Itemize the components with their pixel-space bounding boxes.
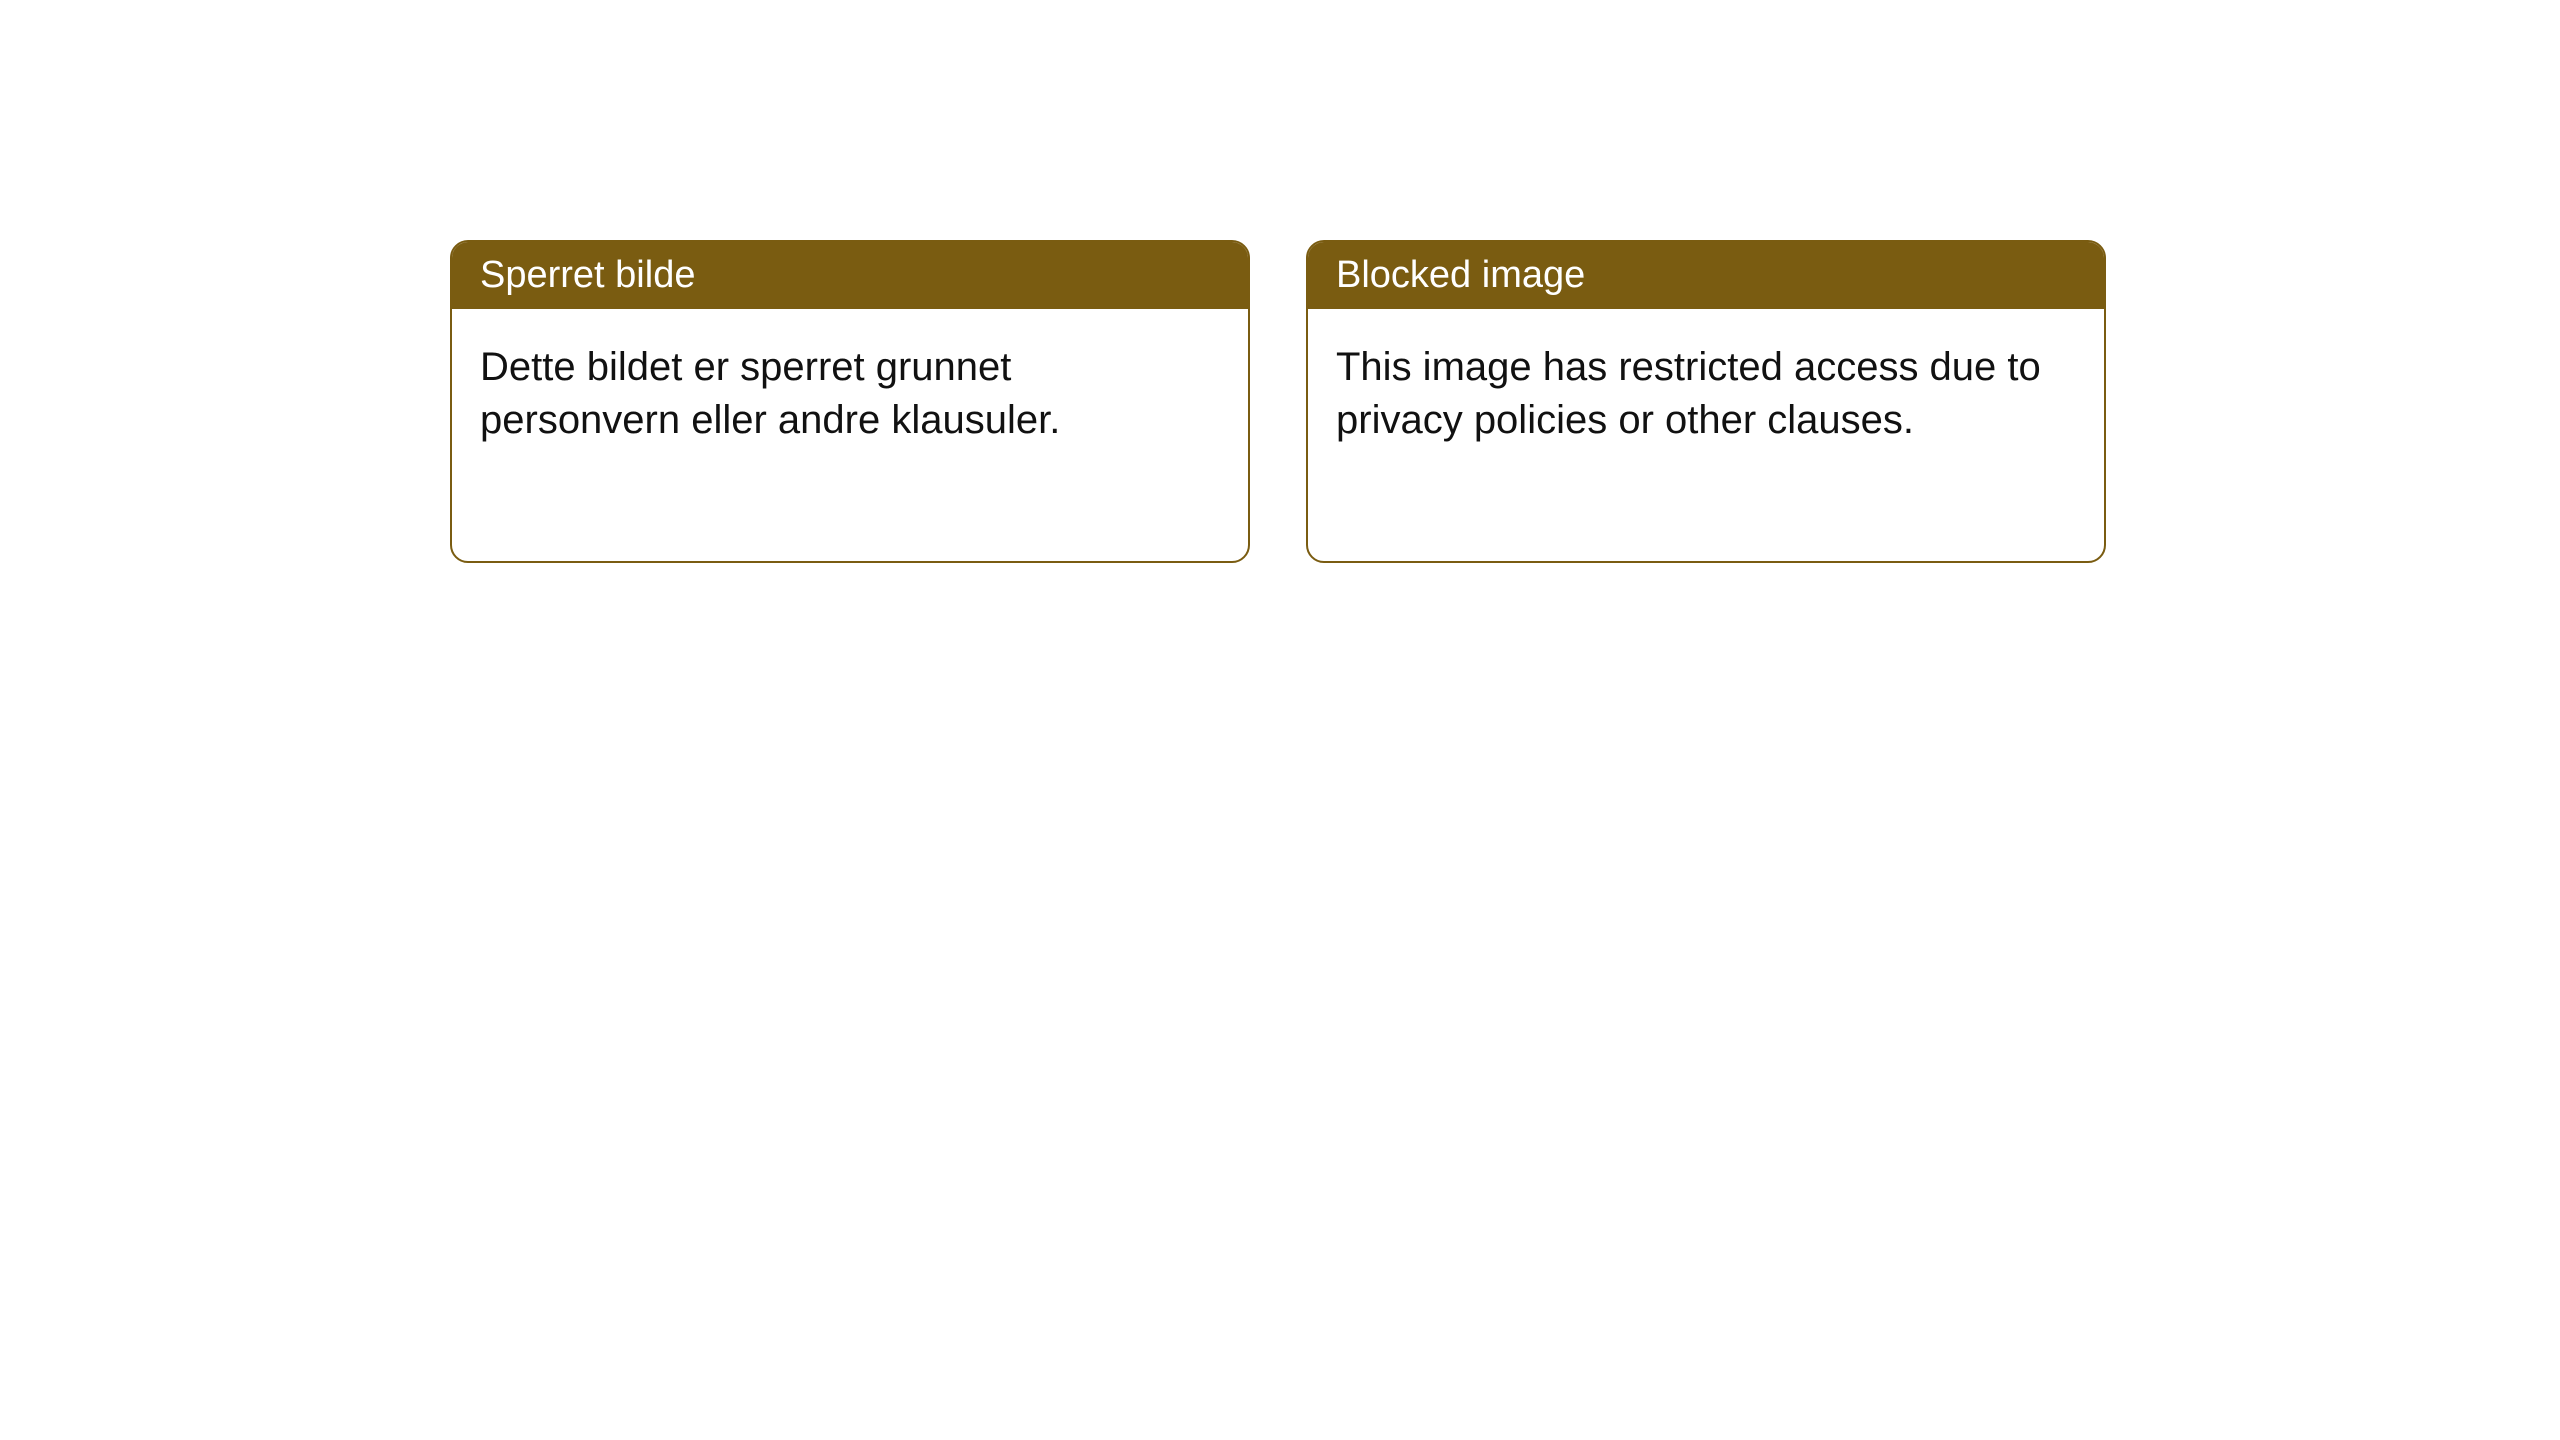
notice-cards-container: Sperret bilde Dette bildet er sperret gr… [450, 240, 2560, 563]
notice-card-norwegian: Sperret bilde Dette bildet er sperret gr… [450, 240, 1250, 563]
notice-card-body: Dette bildet er sperret grunnet personve… [452, 309, 1248, 561]
notice-card-title: Sperret bilde [452, 242, 1248, 309]
notice-card-title: Blocked image [1308, 242, 2104, 309]
notice-card-body: This image has restricted access due to … [1308, 309, 2104, 561]
notice-card-english: Blocked image This image has restricted … [1306, 240, 2106, 563]
